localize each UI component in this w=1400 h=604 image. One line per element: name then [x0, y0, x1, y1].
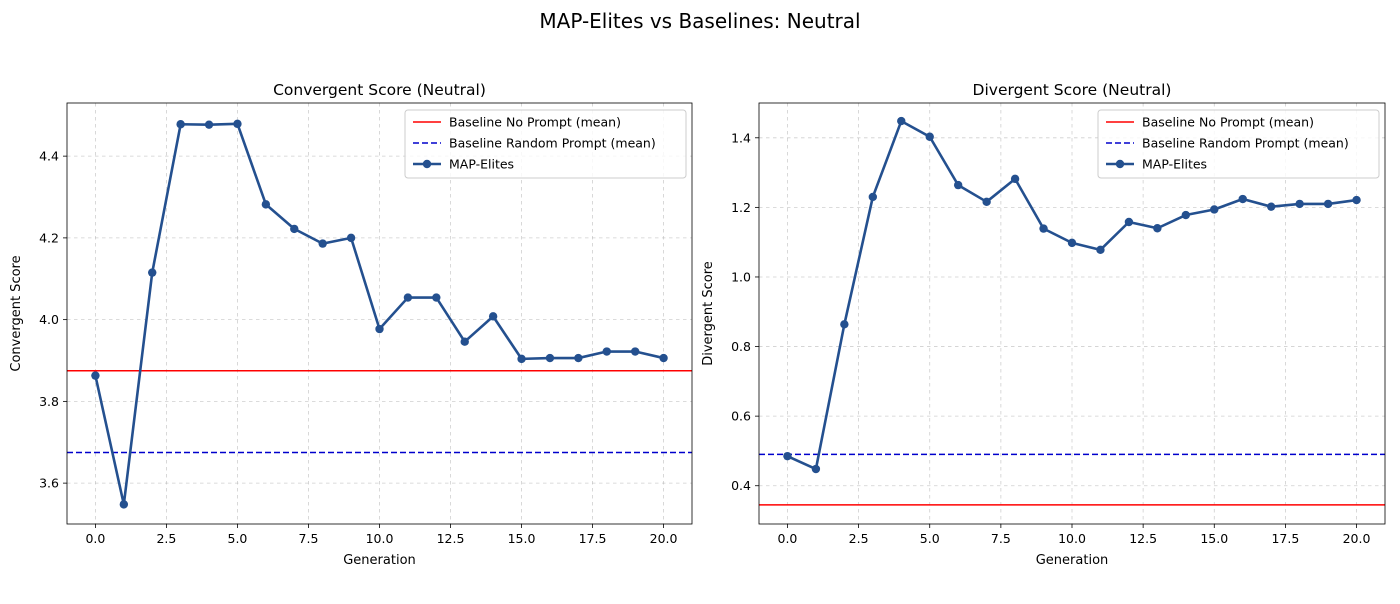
divergent-map-elites-point [897, 116, 906, 126]
divergent-map-elites-point [1039, 224, 1048, 233]
divergent-legend-marker [1115, 159, 1125, 169]
convergent-map-elites-point [545, 353, 555, 363]
convergent-map-elites-point [318, 239, 327, 248]
convergent-xtick-label: 2.5 [156, 531, 176, 546]
convergent-legend-box [404, 109, 687, 179]
divergent-x-axis-label: Generation [1036, 553, 1109, 568]
convergent-x-axis-label: Generation [343, 553, 416, 568]
convergent-map-elites-point [460, 337, 469, 346]
convergent-map-elites-point [119, 500, 129, 509]
convergent-score-panel: 0.0 2.5 5.0 7.5 10.0 12.5 15.0 17.5 20.0 3.6 3.8 4.… [9, 81, 693, 568]
convergent-legend-label-1: Baseline Random Prompt (mean) [449, 136, 656, 151]
convergent-xtick-label: 12.5 [437, 531, 465, 546]
divergent-xtick-label: 2.5 [849, 531, 869, 546]
divergent-map-elites-point [1181, 210, 1191, 220]
convergent-ytick-label: 4.0 [39, 312, 59, 327]
convergent-map-elites-point [91, 371, 100, 380]
divergent-xtick-label: 15.0 [1200, 531, 1228, 546]
divergent-legend-label-2: MAP-Elites [1142, 157, 1207, 172]
convergent-legend: Baseline No Prompt (mean) Baseline Random… [404, 109, 687, 179]
convergent-map-elites-point [233, 119, 242, 129]
divergent-map-elites-point [1067, 238, 1077, 248]
divergent-ytick-label: 0.8 [731, 339, 751, 354]
divergent-score-panel: 0.0 2.5 5.0 7.5 10.0 12.5 15.0 17.5 20.0 0.4 0.6 0.… [701, 81, 1386, 568]
convergent-map-elites-point [403, 293, 413, 302]
divergent-xtick-label: 5.0 [920, 531, 940, 546]
divergent-xtick-label: 20.0 [1343, 531, 1371, 546]
divergent-xtick-label: 17.5 [1271, 531, 1299, 546]
divergent-xtick-label: 10.0 [1058, 531, 1086, 546]
divergent-ytick-label: 1.2 [731, 200, 751, 215]
divergent-map-elites-point [1352, 195, 1361, 205]
divergent-xtick-label: 7.5 [991, 531, 1011, 546]
convergent-map-elites-point [659, 353, 668, 363]
convergent-ytick-label: 4.2 [39, 230, 59, 245]
convergent-ytick-label: 4.4 [39, 149, 59, 164]
divergent-xtick-label: 12.5 [1129, 531, 1157, 546]
convergent-map-elites-point [375, 324, 384, 334]
divergent-map-elites-point [1238, 194, 1247, 204]
divergent-map-elites-point [1096, 245, 1105, 255]
convergent-map-elites-point [346, 233, 356, 243]
divergent-map-elites-point [840, 320, 849, 329]
convergent-map-elites-point [290, 224, 299, 234]
divergent-ytick-label: 0.6 [731, 409, 751, 424]
convergent-y-axis-label: Convergent Score [9, 255, 24, 371]
convergent-map-elites-point [148, 268, 157, 277]
divergent-map-elites-point [925, 132, 934, 141]
convergent-map-elites-point [630, 347, 640, 356]
convergent-ytick-label: 3.8 [39, 394, 59, 409]
divergent-y-axis-label: Divergent Score [701, 261, 716, 366]
convergent-xtick-label: 10.0 [366, 531, 394, 546]
divergent-map-elites-point [1266, 202, 1276, 211]
convergent-ytick-label: 3.6 [39, 476, 59, 491]
divergent-xtick-label: 0.0 [778, 531, 798, 546]
convergent-chart-title: Convergent Score (Neutral) [273, 81, 486, 99]
convergent-map-elites-point [488, 312, 498, 321]
divergent-map-elites-point [1124, 217, 1134, 227]
convergent-xtick-label: 17.5 [579, 531, 607, 546]
convergent-legend-marker [422, 159, 432, 169]
divergent-map-elites-point [783, 451, 792, 461]
convergent-xtick-label: 5.0 [228, 531, 248, 546]
convergent-xtick-label: 20.0 [650, 531, 678, 546]
divergent-legend-label-1: Baseline Random Prompt (mean) [1142, 136, 1349, 151]
convergent-map-elites-point [602, 347, 611, 356]
divergent-map-elites-point [953, 180, 963, 190]
divergent-map-elites-point [982, 197, 991, 207]
divergent-map-elites-point [811, 464, 821, 474]
convergent-map-elites-point [261, 200, 271, 209]
divergent-ytick-label: 1.0 [731, 269, 751, 284]
convergent-xtick-label: 0.0 [85, 531, 105, 546]
divergent-map-elites-point [1010, 174, 1020, 184]
convergent-map-elites-point [204, 120, 214, 129]
convergent-legend-label-0: Baseline No Prompt (mean) [449, 115, 621, 130]
convergent-legend-label-2: MAP-Elites [449, 157, 514, 172]
divergent-legend: Baseline No Prompt (mean) Baseline Random… [1097, 109, 1380, 179]
convergent-xtick-label: 7.5 [299, 531, 319, 546]
convergent-map-elites-point [574, 353, 583, 363]
convergent-map-elites-point [176, 120, 185, 129]
figure-title: MAP-Elites vs Baselines: Neutral [539, 9, 860, 33]
convergent-map-elites-point [517, 354, 526, 364]
divergent-legend-label-0: Baseline No Prompt (mean) [1142, 115, 1314, 130]
convergent-xtick-label: 15.0 [508, 531, 536, 546]
divergent-ytick-label: 1.4 [731, 130, 751, 145]
divergent-chart-title: Divergent Score (Neutral) [973, 81, 1172, 99]
divergent-map-elites-point [1323, 199, 1333, 209]
divergent-map-elites-point [1153, 224, 1162, 233]
divergent-ytick-label: 0.4 [731, 478, 751, 493]
divergent-map-elites-point [1295, 199, 1304, 209]
divergent-map-elites-point [1210, 205, 1219, 214]
convergent-map-elites-point [432, 293, 441, 302]
divergent-legend-box [1097, 109, 1380, 179]
divergent-map-elites-point [868, 192, 878, 202]
